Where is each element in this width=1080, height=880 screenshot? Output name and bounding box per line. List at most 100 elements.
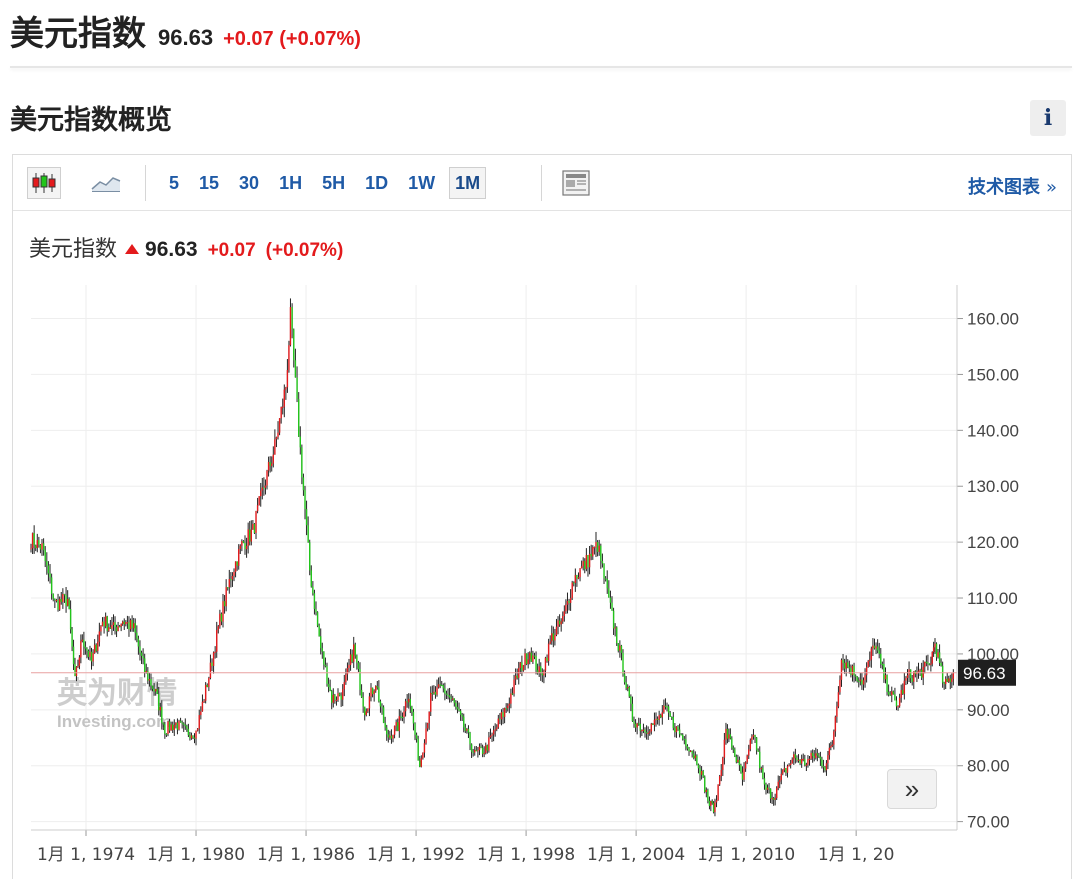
candle-body [461, 714, 463, 717]
candle-body [769, 788, 772, 799]
candle-body [608, 588, 610, 598]
candle-body [660, 715, 662, 718]
candle-body [216, 630, 218, 652]
candle-body [791, 759, 793, 764]
candle-body [497, 718, 500, 728]
layout-icon[interactable] [559, 167, 593, 199]
candle-body [847, 662, 849, 668]
candle-body [154, 689, 157, 692]
timeframe-1h[interactable]: 1H [279, 172, 303, 193]
candle-body [762, 768, 764, 779]
candle-body [65, 595, 67, 606]
candle-body [139, 646, 141, 653]
candle-body [544, 657, 547, 671]
candle-body [228, 579, 230, 588]
y-tick-label: 130.00 [967, 477, 1019, 496]
timeframe-1m[interactable]: 1M [449, 167, 487, 199]
candle-body [525, 653, 528, 665]
candle-body [796, 757, 798, 761]
candle-body [746, 755, 748, 763]
candle-body [639, 723, 642, 731]
y-tick-label: 100.00 [967, 645, 1019, 664]
candle-body [343, 682, 345, 690]
candle-body [649, 731, 651, 733]
timeframe-5h[interactable]: 5H [322, 172, 346, 193]
scroll-right-button[interactable]: » [887, 769, 937, 809]
candle-body [486, 745, 489, 751]
timeframe-5[interactable]: 5 [169, 172, 180, 193]
candle-body [93, 644, 96, 653]
candle-body [731, 738, 733, 748]
candle-body [492, 730, 495, 735]
candle-body [494, 729, 496, 731]
candle-body [737, 759, 739, 763]
timeframe-15[interactable]: 15 [199, 172, 220, 193]
candle-body [514, 675, 517, 680]
candle-body [720, 770, 722, 777]
candle-body [934, 643, 936, 648]
area-chart-icon[interactable] [89, 167, 123, 199]
info-button[interactable]: i [1030, 100, 1066, 136]
timeframe-1w[interactable]: 1W [408, 172, 436, 193]
candle-body [103, 621, 105, 627]
candle-body [805, 764, 808, 766]
candle-body [255, 511, 257, 533]
candle-body [669, 712, 671, 717]
candle-body [818, 755, 820, 757]
candle-body [689, 750, 692, 752]
candle-body [342, 689, 344, 700]
timeframe-30[interactable]: 30 [239, 172, 260, 193]
candle-body [655, 718, 657, 721]
candle-body [631, 703, 634, 722]
candle-body [718, 776, 721, 785]
candle-body [524, 653, 526, 666]
candle-body [112, 622, 115, 626]
candle-body [897, 706, 899, 708]
candle-body [189, 735, 191, 739]
candle-body [456, 706, 459, 710]
candle-body [320, 636, 322, 649]
candle-body [557, 620, 559, 627]
candle-body [121, 621, 124, 624]
timeframe-1d[interactable]: 1D [365, 172, 389, 193]
candle-body [562, 616, 564, 622]
price-chart[interactable]: 英为财情 Investing.com 96.63 70.0080.0090.00… [13, 155, 1071, 880]
candle-body [266, 470, 268, 486]
candle-body [242, 541, 245, 543]
y-tick-label: 80.00 [967, 757, 1010, 776]
y-axis: 70.00 80.00 90.00 100.00 110.00 120.00 130.00 1… [956, 285, 1019, 832]
candle-body [305, 509, 308, 526]
candle-body [49, 573, 51, 578]
candle-body [946, 678, 948, 682]
candle-body [97, 641, 99, 651]
candle-body [481, 747, 484, 755]
candle-body [558, 620, 561, 625]
candle-body [417, 738, 419, 761]
candle-body [430, 692, 432, 712]
candle-body [691, 750, 693, 754]
candle-body [234, 561, 237, 572]
candle-body [87, 650, 90, 657]
technical-chart-link[interactable]: 技术图表» [968, 173, 1057, 199]
candle-body [853, 665, 855, 676]
candle-body [195, 730, 197, 739]
candle-body [312, 586, 314, 594]
candle-body [768, 787, 770, 789]
candle-body [576, 575, 578, 579]
candle-body [886, 674, 888, 692]
candle-body [664, 705, 667, 707]
candle-body [173, 725, 175, 730]
candle-body [502, 712, 504, 717]
candle-body [513, 679, 515, 694]
plot-background [31, 285, 957, 830]
candle-body [678, 729, 681, 735]
candlestick-icon[interactable] [27, 167, 61, 199]
candle-body [707, 789, 709, 801]
candle-body [609, 597, 612, 603]
candle-body [777, 781, 779, 789]
candle-body [384, 722, 386, 728]
candle-body [71, 629, 73, 647]
candle-body [353, 644, 355, 662]
candle-body [78, 657, 81, 666]
chart-grid [31, 285, 957, 830]
